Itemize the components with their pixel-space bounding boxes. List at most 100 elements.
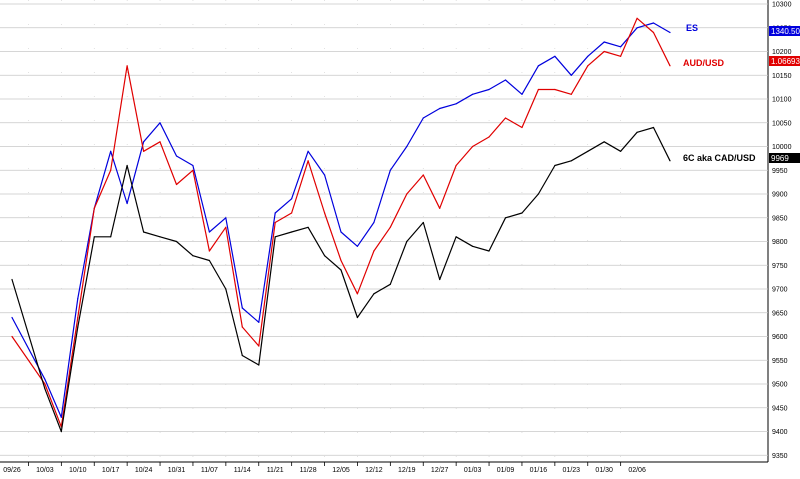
data-point xyxy=(389,283,391,285)
data-point xyxy=(472,245,474,247)
data-point xyxy=(537,193,540,195)
y-tick-label: 9700 xyxy=(772,287,788,294)
data-point xyxy=(587,55,589,57)
value-tag-text: 1.06693 xyxy=(771,57,800,66)
data-point xyxy=(324,174,326,176)
data-point xyxy=(110,169,112,171)
data-point xyxy=(44,378,46,380)
data-point xyxy=(554,164,556,167)
data-point xyxy=(669,31,671,34)
data-point xyxy=(208,231,210,233)
data-point xyxy=(11,316,13,319)
x-tick-label: 12/19 xyxy=(398,467,416,474)
data-point xyxy=(291,212,293,214)
value-tag-box xyxy=(769,56,800,66)
data-point xyxy=(652,126,655,129)
data-point xyxy=(274,221,276,224)
y-tick-label: 10150 xyxy=(772,73,792,80)
value-tags: 1340.50 1.06693 9969 xyxy=(769,26,800,163)
last-value-tag: 9969 xyxy=(769,153,800,163)
data-point xyxy=(652,31,655,34)
data-point xyxy=(587,150,589,152)
series-line-es xyxy=(11,22,671,418)
data-point xyxy=(620,46,622,48)
x-tick-label: 01/30 xyxy=(595,467,613,474)
data-point xyxy=(77,297,79,300)
data-point xyxy=(175,183,178,186)
data-point xyxy=(521,93,523,95)
data-point xyxy=(620,150,622,152)
data-point xyxy=(241,354,243,357)
data-point xyxy=(126,202,128,205)
data-point xyxy=(521,126,523,129)
x-tick-label: 01/23 xyxy=(563,467,581,474)
data-point xyxy=(192,164,194,167)
data-point xyxy=(110,236,112,238)
data-point xyxy=(274,236,276,238)
y-tick-label: 10200 xyxy=(772,49,792,56)
data-point xyxy=(406,240,408,243)
data-point xyxy=(422,117,424,119)
data-point xyxy=(422,221,424,224)
data-point xyxy=(340,269,342,271)
data-point xyxy=(504,79,507,81)
data-point xyxy=(406,193,408,195)
data-point xyxy=(570,160,572,162)
data-point xyxy=(488,136,490,138)
data-point xyxy=(143,141,145,143)
y-tick-label: 9350 xyxy=(772,453,788,460)
x-tick-label: 10/24 xyxy=(135,467,153,474)
data-point xyxy=(356,293,358,295)
data-point xyxy=(93,207,95,209)
data-point xyxy=(77,326,79,328)
data-point xyxy=(603,141,605,143)
data-point xyxy=(455,236,457,238)
data-point xyxy=(669,160,671,162)
data-point xyxy=(389,169,391,171)
x-tick-label: 10/10 xyxy=(69,467,87,474)
y-tick-label: 10300 xyxy=(772,2,792,9)
y-tick-label: 9650 xyxy=(772,310,788,317)
data-point xyxy=(356,316,358,319)
series-line-aud-usd xyxy=(11,17,671,428)
data-point xyxy=(439,278,441,281)
data-point xyxy=(620,55,622,57)
x-tick-label: 10/17 xyxy=(102,467,120,474)
data-point xyxy=(324,212,326,214)
y-tick-label: 9400 xyxy=(772,429,788,436)
data-point xyxy=(77,316,79,319)
series-label: 6C aka CAD/USD xyxy=(683,153,756,163)
data-point xyxy=(389,226,391,228)
y-tick-label: 9500 xyxy=(772,382,788,389)
data-point xyxy=(603,41,605,43)
data-point xyxy=(241,326,243,328)
x-tick-label: 12/12 xyxy=(365,467,383,474)
x-tick-label: 10/03 xyxy=(36,467,54,474)
data-point xyxy=(258,321,260,323)
data-point xyxy=(587,65,589,67)
data-point xyxy=(307,226,309,228)
data-point xyxy=(455,164,457,167)
data-point xyxy=(126,164,128,167)
data-point xyxy=(143,231,145,233)
data-point xyxy=(159,236,161,238)
data-point xyxy=(110,150,112,152)
y-tick-label: 9950 xyxy=(772,168,788,175)
series-label: AUD/USD xyxy=(683,58,725,68)
data-point xyxy=(422,174,424,176)
last-value-tag: 1340.50 xyxy=(769,26,800,36)
data-point xyxy=(126,65,128,67)
data-point xyxy=(472,93,474,95)
data-point xyxy=(44,383,46,385)
value-tag-text: 1340.50 xyxy=(771,27,800,36)
x-tick-label: 11/14 xyxy=(234,467,251,474)
x-tick-label: 09/26 xyxy=(3,467,21,474)
data-point xyxy=(225,288,227,290)
y-tick-label: 10100 xyxy=(772,97,792,104)
x-tick-label: 01/09 xyxy=(497,467,515,474)
data-point xyxy=(340,259,342,262)
data-point xyxy=(11,278,13,281)
y-tick-label: 9850 xyxy=(772,215,788,222)
data-point xyxy=(636,131,638,133)
y-tick-label: 9750 xyxy=(772,263,788,270)
